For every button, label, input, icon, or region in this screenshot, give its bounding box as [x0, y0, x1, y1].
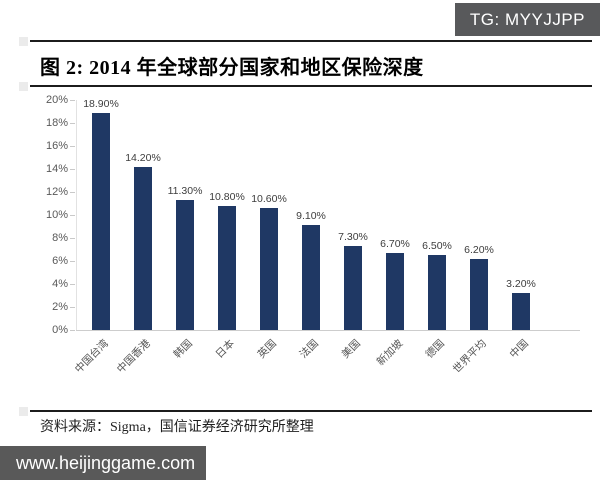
category-label: 日本: [213, 337, 237, 361]
bar-value-label: 6.50%: [422, 240, 452, 253]
category-cell: 中国香港: [115, 334, 164, 402]
y-tick-label: 2%: [52, 301, 68, 313]
figure-title: 图 2: 2014 年全球部分国家和地区保险深度: [40, 57, 424, 79]
bar-value-label: 6.70%: [380, 237, 410, 250]
category-cell: 中国: [500, 334, 542, 402]
category-label: 英国: [255, 337, 279, 361]
y-tick-label: 20%: [45, 94, 68, 106]
tg-badge: TG: MYYJJPP: [454, 3, 600, 36]
bar-value-label: 18.90%: [83, 97, 119, 110]
bar: [260, 208, 278, 330]
category-label: 德国: [423, 337, 447, 361]
category-label: 法国: [297, 337, 321, 361]
category-label: 中国: [507, 337, 531, 361]
y-tick-mark: [70, 123, 75, 124]
bar-column: 10.80%: [206, 100, 248, 330]
y-tick-mark: [70, 100, 75, 101]
y-tick-mark: [70, 330, 75, 331]
bar: [134, 166, 152, 330]
y-axis-line: [76, 100, 77, 331]
category-cell: 英国: [248, 334, 290, 402]
bar-column: 6.50%: [416, 100, 458, 330]
bar-value-label: 6.20%: [464, 243, 494, 256]
divider-end-square: [19, 37, 28, 46]
bar-column: 18.90%: [80, 97, 122, 330]
y-tick-label: 4%: [52, 278, 68, 290]
y-tick-label: 8%: [52, 232, 68, 244]
bar-value-label: 7.30%: [338, 231, 368, 244]
bar-column: 3.20%: [500, 100, 542, 330]
bar-value-label: 10.80%: [209, 190, 245, 203]
y-tick-mark: [70, 215, 75, 216]
source-note: 资料来源：Sigma，国信证券经济研究所整理: [40, 420, 314, 435]
y-tick-mark: [70, 307, 75, 308]
category-label: 中国台湾: [72, 337, 111, 376]
y-tick-label: 12%: [45, 186, 68, 198]
y-tick-label: 10%: [45, 209, 68, 221]
category-label: 美国: [339, 337, 363, 361]
y-axis-labels: 20% 18% 16% 14% 12% 10% 8% 6% 4% 2% 0%: [30, 94, 68, 336]
y-tick-label: 0%: [52, 324, 68, 336]
bar: [428, 255, 446, 330]
x-axis-line: [76, 330, 580, 331]
divider-end-square: [19, 407, 28, 416]
bar: [302, 225, 320, 330]
bar: [92, 112, 110, 330]
category-cell: 新加坡: [374, 334, 416, 402]
y-tick-label: 18%: [45, 117, 68, 129]
y-tick-mark: [70, 261, 75, 262]
bar-column: 14.20%: [122, 100, 164, 330]
bar-value-label: 10.60%: [251, 193, 287, 206]
bar-series: 18.90% 14.20% 11.30% 10.80% 10.60% 9.10% 7.30%…: [80, 97, 542, 330]
bar-column: 10.60%: [248, 100, 290, 330]
y-tick-label: 16%: [45, 140, 68, 152]
bar-column: 6.70%: [374, 100, 416, 330]
y-tick-mark: [70, 238, 75, 239]
bar-value-label: 9.10%: [296, 210, 326, 223]
y-tick-mark: [70, 146, 75, 147]
category-cell: 法国: [290, 334, 332, 402]
y-tick-label: 6%: [52, 255, 68, 267]
category-cell: 美国: [332, 334, 374, 402]
divider-end-square: [19, 82, 28, 91]
category-cell: 世界平均: [451, 334, 500, 402]
bar: [344, 246, 362, 330]
bar: [176, 200, 194, 330]
bar-value-label: 11.30%: [167, 185, 203, 198]
divider-footer: [19, 407, 592, 416]
divider-top: [19, 37, 592, 46]
category-cell: 日本: [206, 334, 248, 402]
bar: [512, 293, 530, 330]
y-tick-mark: [70, 284, 75, 285]
bar: [218, 205, 236, 330]
y-tick-mark: [70, 169, 75, 170]
bar-value-label: 3.20%: [506, 278, 536, 291]
x-axis-category-labels: 中国台湾 中国香港 韩国 日本 英国 法国 美国 新加坡 德国 世界平均 中国: [73, 334, 542, 402]
watermark-url: www.heijinggame.com: [0, 446, 206, 480]
divider-under-title: [19, 82, 592, 91]
category-cell: 韩国: [164, 334, 206, 402]
bar: [386, 252, 404, 330]
bar-column: 7.30%: [332, 100, 374, 330]
bar-column: 6.20%: [458, 100, 500, 330]
category-label: 韩国: [171, 337, 195, 361]
bar: [470, 258, 488, 330]
y-tick-label: 14%: [45, 163, 68, 175]
category-label: 新加坡: [374, 337, 405, 369]
y-tick-mark: [70, 192, 75, 193]
bar-value-label: 14.20%: [125, 151, 161, 164]
bar-column: 11.30%: [164, 100, 206, 330]
bar-column: 9.10%: [290, 100, 332, 330]
